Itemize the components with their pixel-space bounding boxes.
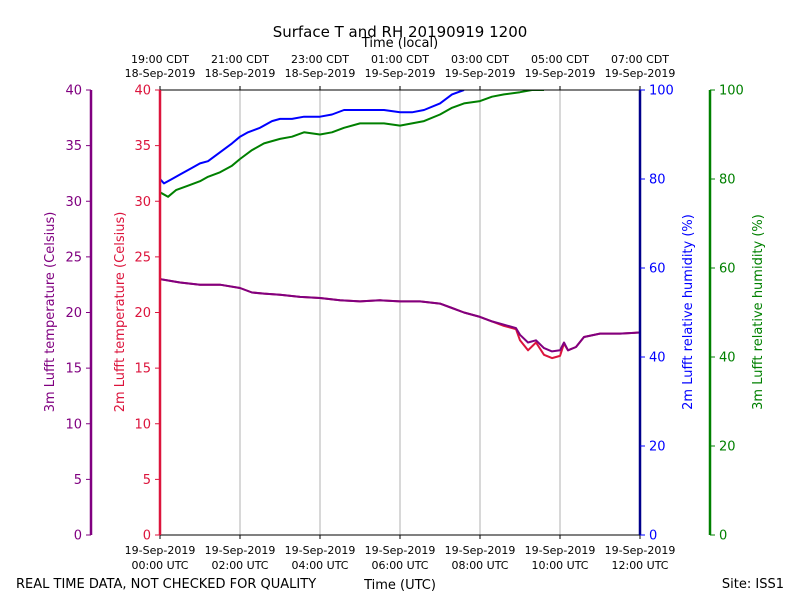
- x-tick-label-date: 19-Sep-2019: [125, 544, 196, 557]
- x-tick-label-date: 19-Sep-2019: [445, 544, 516, 557]
- x-tick-label-time: 02:00 UTC: [211, 559, 268, 572]
- top-tick-label-time: 19:00 CDT: [131, 53, 189, 66]
- x-tick-label-date: 19-Sep-2019: [525, 544, 596, 557]
- y-tick-label-rh3m: 40: [719, 351, 736, 366]
- chart-title: Surface T and RH 20190919 1200: [273, 23, 528, 41]
- top-tick-label-date: 19-Sep-2019: [525, 67, 596, 80]
- y-tick-label-rh2m: 80: [649, 173, 666, 188]
- y-tick-label-t2m: 5: [143, 473, 151, 488]
- y-tick-label-t2m: 0: [143, 529, 151, 544]
- x-tick-label-date: 19-Sep-2019: [605, 544, 676, 557]
- y-tick-label-rh2m: 60: [649, 262, 666, 277]
- y-tick-label-t3m: 15: [65, 362, 82, 377]
- y-tick-label-t3m: 35: [65, 139, 82, 154]
- y-tick-label-rh2m: 40: [649, 351, 666, 366]
- top-tick-label-date: 18-Sep-2019: [285, 67, 356, 80]
- x-tick-label-time: 12:00 UTC: [611, 559, 668, 572]
- x-tick-label-time: 08:00 UTC: [451, 559, 508, 572]
- x-tick-label-time: 10:00 UTC: [531, 559, 588, 572]
- series-line-rh2m: [160, 90, 465, 185]
- top-tick-label-date: 18-Sep-2019: [205, 67, 276, 80]
- y-tick-label-t2m: 10: [134, 417, 151, 432]
- y-tick-label-t3m: 30: [65, 195, 82, 210]
- y-tick-label-t3m: 5: [74, 473, 82, 488]
- x-tick-label-time: 00:00 UTC: [131, 559, 188, 572]
- y-tick-label-rh2m: 100: [649, 84, 674, 99]
- top-tick-label-date: 19-Sep-2019: [605, 67, 676, 80]
- y-tick-label-rh3m: 20: [719, 440, 736, 455]
- gridlines: [239, 90, 561, 535]
- top-tick-label-time: 03:00 CDT: [451, 53, 509, 66]
- y-tick-label-t2m: 30: [134, 195, 151, 210]
- y-tick-label-t3m: 20: [65, 306, 82, 321]
- top-tick-label-time: 23:00 CDT: [291, 53, 349, 66]
- quality-notice: REAL TIME DATA, NOT CHECKED FOR QUALITY: [16, 577, 316, 592]
- y-tick-label-t2m: 35: [134, 139, 151, 154]
- y-tick-label-rh3m: 0: [719, 529, 727, 544]
- site-label: Site: ISS1: [722, 577, 784, 592]
- top-tick-label-date: 19-Sep-2019: [365, 67, 436, 80]
- x-tick-label-date: 19-Sep-2019: [285, 544, 356, 557]
- y-tick-label-t3m: 0: [74, 529, 82, 544]
- y-tick-label-t3m: 25: [65, 250, 82, 265]
- y-tick-label-rh3m: 80: [719, 173, 736, 188]
- x-tick-label-time: 06:00 UTC: [371, 559, 428, 572]
- y-tick-label-t2m: 40: [134, 84, 151, 99]
- top-tick-label-time: 07:00 CDT: [611, 53, 669, 66]
- series-line-rh3m: [160, 90, 544, 198]
- x-tick-label-date: 19-Sep-2019: [205, 544, 276, 557]
- series-line-t3m: [160, 278, 640, 353]
- top-tick-label-date: 18-Sep-2019: [125, 67, 196, 80]
- y-axis-label-3m-humidity: 3m Lufft relative humidity (%): [751, 214, 766, 410]
- plot-data: [160, 90, 640, 360]
- y-axis-label-2m-temperature: 2m Lufft temperature (Celsius): [113, 212, 128, 413]
- axis-ticks: 19-Sep-2019 00:00 UTC 19-Sep-2019 02:00 UTC…: [65, 53, 743, 572]
- y-tick-label-rh3m: 60: [719, 262, 736, 277]
- x-axis-label: Time (UTC): [363, 578, 436, 593]
- top-tick-label-date: 19-Sep-2019: [445, 67, 516, 80]
- y-tick-label-rh2m: 0: [649, 529, 657, 544]
- y-tick-label-t2m: 20: [134, 306, 151, 321]
- y-tick-label-rh3m: 100: [719, 84, 744, 99]
- top-tick-label-time: 05:00 CDT: [531, 53, 589, 66]
- y-tick-label-t2m: 15: [134, 362, 151, 377]
- y-tick-label-t2m: 25: [134, 250, 151, 265]
- x-tick-label-time: 04:00 UTC: [291, 559, 348, 572]
- y-tick-label-rh2m: 20: [649, 440, 666, 455]
- y-tick-label-t3m: 10: [65, 417, 82, 432]
- y-tick-label-t3m: 40: [65, 84, 82, 99]
- top-axis-label: Time (local): [361, 36, 438, 51]
- x-tick-label-date: 19-Sep-2019: [365, 544, 436, 557]
- top-tick-label-time: 21:00 CDT: [211, 53, 269, 66]
- y-axis-label-3m-temperature: 3m Lufft temperature (Celsius): [43, 212, 58, 413]
- y-axis-label-2m-humidity: 2m Lufft relative humidity (%): [681, 214, 696, 410]
- top-tick-label-time: 01:00 CDT: [371, 53, 429, 66]
